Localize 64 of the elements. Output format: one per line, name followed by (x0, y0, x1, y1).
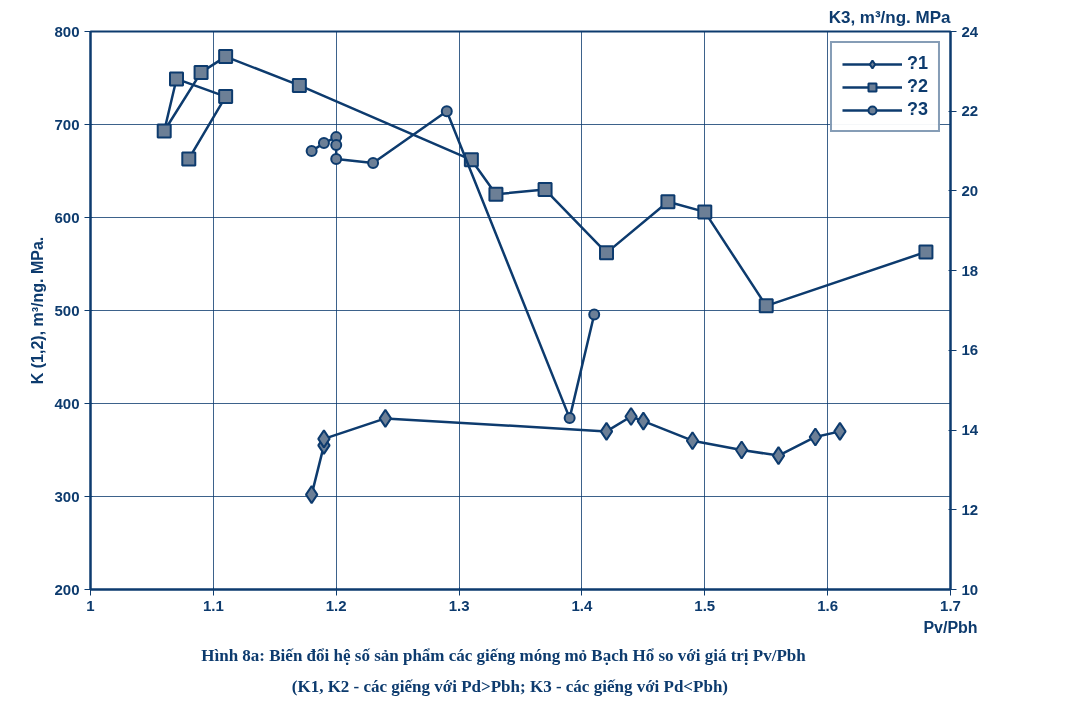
point (685, 431, 700, 451)
point (636, 411, 651, 431)
point (181, 151, 197, 167)
legend-label: ?1 (906, 53, 928, 74)
text: Hình 8a: Biến đổi hệ số sản phẩm các giếng móng mỏ Bạch Hổ so với giá trị Pv/Pbh (201, 645, 807, 665)
point (588, 308, 601, 321)
point (599, 421, 614, 441)
point (317, 429, 331, 449)
point (317, 137, 330, 150)
x-axis-title: Pv/Pbh (923, 618, 978, 636)
y2-tick-label: 12 (961, 500, 979, 518)
point (218, 89, 234, 105)
point (697, 204, 713, 220)
y2-tick-label: 20 (961, 181, 979, 199)
y2-tick-label: 22 (961, 102, 979, 120)
point (378, 408, 393, 428)
point (156, 123, 172, 139)
point (218, 49, 234, 65)
point (758, 298, 774, 314)
point (563, 412, 576, 425)
point (660, 194, 676, 210)
y-tick-label: 700 (54, 115, 80, 133)
y2-tick-label: 24 (961, 22, 979, 40)
y-tick-label: 400 (54, 394, 80, 412)
point (330, 139, 343, 152)
point (304, 485, 319, 505)
y2-tick-label: 18 (961, 261, 979, 279)
point (193, 64, 209, 80)
y-tick-label: 800 (54, 22, 80, 40)
point (624, 407, 638, 427)
y-tick-label: 600 (54, 208, 80, 226)
point (808, 427, 823, 447)
point (771, 446, 786, 466)
x-tick-label: 1.3 (448, 596, 470, 614)
y-tick-label: 500 (54, 301, 80, 319)
point (440, 105, 453, 118)
x-tick-label: 1.4 (571, 596, 594, 614)
y-tick-label: 300 (54, 487, 80, 505)
x-tick-label: 1.6 (817, 596, 839, 614)
point (918, 244, 934, 260)
x-tick-label: 1.5 (694, 596, 716, 614)
y-axis-title: K (1,2), m³/ng. MPa. (29, 236, 47, 385)
point (367, 157, 380, 170)
text: (K1, K2 - các giếng với Pd>Pbh; K3 - các giếng với Pd<Pbh) (291, 676, 729, 696)
point (330, 153, 343, 166)
x-tick-label: 1 (86, 596, 95, 614)
y2-tick-label: 10 (961, 580, 979, 598)
x-tick-label: 1.2 (325, 596, 347, 614)
point (537, 182, 553, 198)
legend-label: ?2 (906, 76, 928, 97)
y2-tick-label: 14 (961, 421, 979, 439)
point (169, 71, 184, 87)
x-tick-label: 1.1 (202, 596, 224, 614)
y-tick-label: 200 (54, 580, 80, 598)
point (488, 186, 504, 202)
legend-label: ?3 (906, 99, 928, 120)
point (599, 245, 614, 261)
point (291, 77, 307, 93)
x-tick-label: 1.7 (940, 596, 961, 614)
point (305, 145, 318, 158)
y2-tick-label: 16 (961, 341, 979, 359)
point (833, 421, 847, 441)
point (734, 440, 749, 460)
y2-axis-title: K3, m³/ng. MPa (828, 7, 952, 27)
